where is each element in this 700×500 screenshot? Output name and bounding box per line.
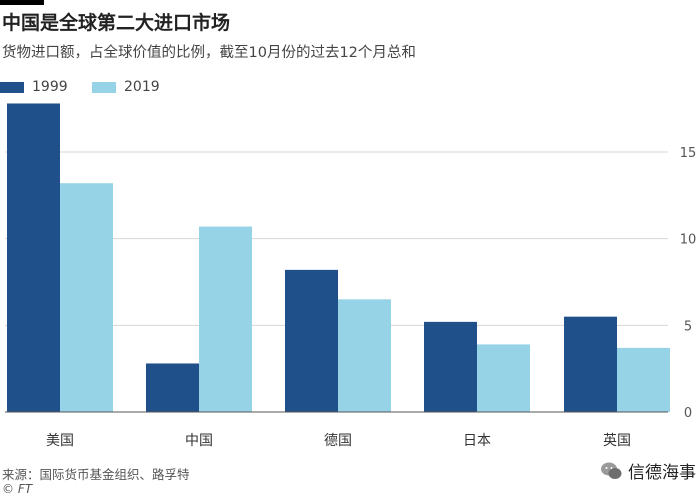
x-tick-label: 中国 xyxy=(185,433,213,449)
y-tick-label: 5 xyxy=(684,319,692,334)
x-tick-label: 日本 xyxy=(463,433,491,449)
watermark-text: 信德海事 xyxy=(628,463,696,483)
chart-title: 中国是全球第二大进口市场 xyxy=(2,12,231,34)
bar-1999 xyxy=(7,103,60,412)
wechat-icon xyxy=(601,462,622,479)
bar-1999 xyxy=(424,321,477,412)
bar-2019 xyxy=(338,299,391,412)
legend-label-2019: 2019 xyxy=(124,79,160,95)
x-tick-label: 英国 xyxy=(603,432,631,449)
bar-2019 xyxy=(617,347,670,412)
bar-2019 xyxy=(477,344,530,412)
y-tick-label: 15 xyxy=(680,146,697,161)
bar-1999 xyxy=(564,316,617,412)
legend-swatch-2019 xyxy=(92,81,116,93)
chart-subtitle: 货物进口额，占全球价值的比例，截至10月份的过去12个月总和 xyxy=(2,45,416,61)
bar-2019 xyxy=(60,183,113,412)
legend-item-2019: 2019 xyxy=(92,79,160,95)
source-note: 来源：国际货币基金组织、路孚特 xyxy=(2,467,190,482)
legend-label-1999: 1999 xyxy=(32,79,68,95)
bar-1999 xyxy=(285,269,338,412)
top-accent-bar xyxy=(0,0,44,5)
legend-swatch-1999 xyxy=(0,81,24,93)
x-tick-label: 美国 xyxy=(46,433,74,449)
x-tick-label: 德国 xyxy=(324,433,352,449)
legend-item-1999: 1999 xyxy=(0,79,68,95)
copyright-note: © FT xyxy=(2,482,33,496)
y-tick-label: 0 xyxy=(684,406,692,421)
bar-2019 xyxy=(199,226,252,412)
watermark: 信德海事 xyxy=(600,458,696,483)
y-tick-label: 10 xyxy=(680,233,697,248)
bar-1999 xyxy=(146,363,199,412)
